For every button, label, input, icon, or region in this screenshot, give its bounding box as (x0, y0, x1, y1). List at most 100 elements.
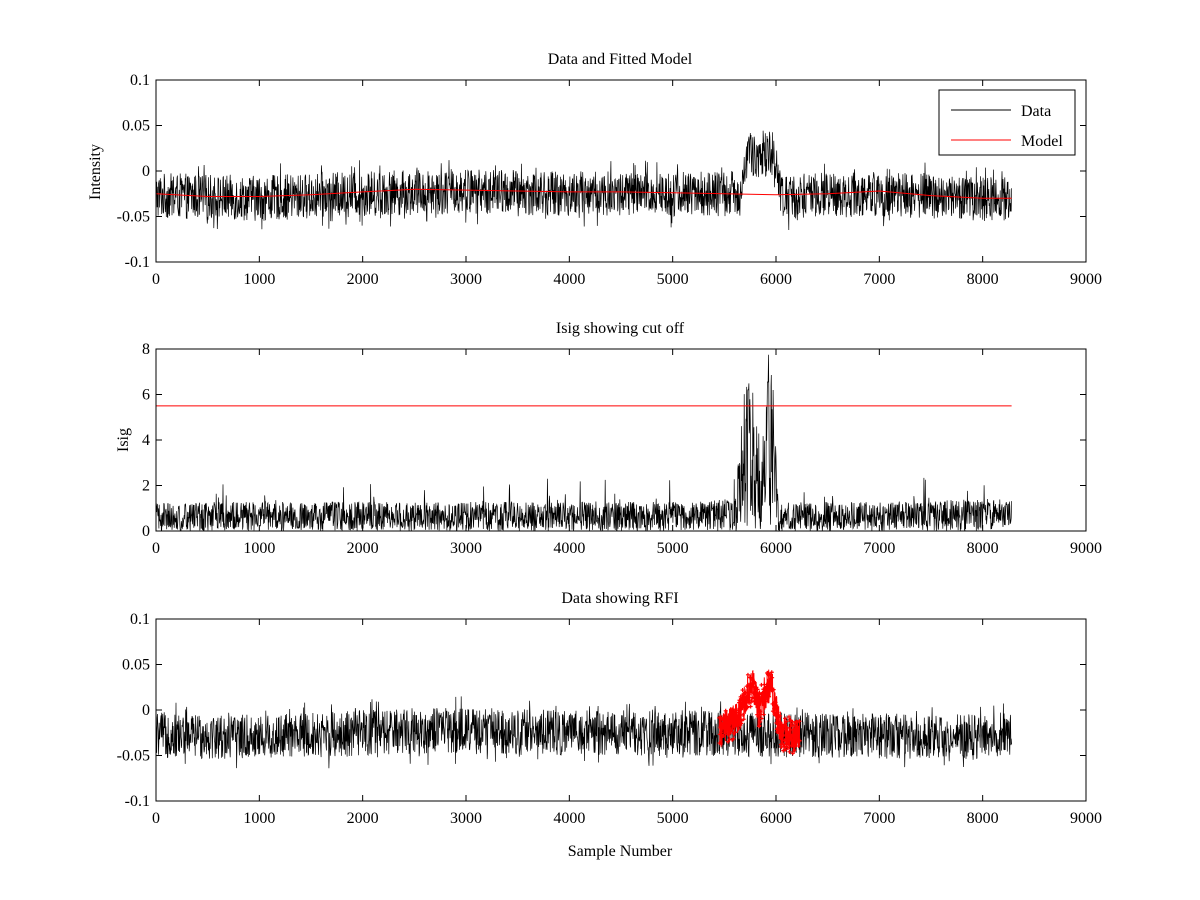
x-tick-label: 7000 (863, 540, 895, 557)
panel-2-plot: 0 1000 2000 3000 4000 5000 6000 7000 8000 9000 0 2 4… (142, 341, 1102, 557)
x-tick-label: 8000 (967, 271, 999, 288)
rfi-marker (731, 736, 736, 741)
y-tick-label: 0 (142, 702, 150, 719)
x-tick-label: 7000 (863, 271, 895, 288)
rfi-marker (728, 722, 733, 727)
x-tick-label: 2000 (347, 810, 379, 827)
rfi-marker (748, 704, 753, 709)
panel-3-xlabel: Sample Number (568, 843, 673, 860)
rfi-marker (747, 683, 752, 688)
y-tick-label: 4 (142, 432, 150, 449)
rfi-marker (783, 716, 788, 721)
rfi-marker (729, 718, 734, 723)
rfi-marker (777, 713, 782, 718)
rfi-marker (745, 672, 750, 677)
y-tick-label: -0.05 (117, 209, 150, 226)
x-tick-label: 2000 (347, 271, 379, 288)
y-tick-label: 6 (142, 387, 150, 404)
rfi-marker (749, 698, 754, 703)
rfi-marker (769, 670, 774, 675)
y-tick-label: -0.05 (117, 748, 150, 765)
x-tick-label: 6000 (760, 810, 792, 827)
x-tick-label: 5000 (657, 810, 689, 827)
rfi-marker (726, 730, 731, 735)
rfi-marker (790, 733, 795, 738)
x-tick-label: 4000 (553, 271, 585, 288)
rfi-marker (741, 717, 746, 722)
rfi-marker (758, 709, 763, 714)
rfi-marker (792, 727, 797, 732)
rfi-marker (736, 726, 741, 731)
rfi-marker (718, 725, 723, 730)
rfi-marker (776, 719, 781, 724)
panel-3-series-1 (155, 696, 1012, 769)
rfi-marker (784, 741, 789, 746)
panel-1-series-1 (155, 130, 1012, 231)
y-tick-label: 8 (142, 341, 150, 358)
rfi-marker (795, 735, 800, 740)
rfi-marker (758, 719, 763, 724)
x-tick-label: 8000 (967, 540, 999, 557)
rfi-marker (797, 719, 802, 724)
rfi-marker (721, 716, 726, 721)
panel-3-series-2 (717, 669, 802, 756)
rfi-marker (743, 690, 748, 695)
rfi-marker (792, 748, 797, 753)
rfi-marker (757, 691, 762, 696)
rfi-marker (761, 712, 766, 717)
rfi-marker (732, 730, 737, 735)
legend-entry-model: Model (1021, 133, 1063, 150)
panel-2-title: Isig showing cut off (556, 320, 685, 337)
rfi-marker (717, 732, 722, 737)
rfi-marker (750, 678, 755, 683)
rfi-marker (782, 738, 787, 743)
rfi-marker (717, 715, 722, 720)
y-tick-label: 0.05 (122, 657, 150, 674)
rfi-marker (754, 685, 759, 690)
rfi-marker (735, 719, 740, 724)
panel-2: Isig showing cut off Isig 0 1000 2000 3000 4… (115, 320, 1102, 557)
panel-2-ylabel: Isig (115, 428, 132, 452)
x-tick-label: 1000 (243, 810, 275, 827)
x-tick-label: 2000 (347, 540, 379, 557)
panel-3-plot: 0 1000 2000 3000 4000 5000 6000 7000 8000 9000 -0.… (117, 611, 1102, 827)
rfi-marker (782, 744, 787, 749)
panel-1-legend: Data Model (938, 89, 1076, 156)
rfi-marker (755, 712, 760, 717)
y-tick-label: 0.05 (122, 118, 150, 135)
rfi-marker (781, 748, 786, 753)
rfi-marker (795, 728, 800, 733)
y-tick-label: -0.1 (125, 793, 150, 810)
panel-3: Data showing RFI 0 1000 2000 3000 4000 5000 60… (117, 590, 1102, 860)
rfi-marker (755, 687, 760, 692)
rfi-marker (723, 708, 728, 713)
rfi-marker (790, 719, 795, 724)
x-tick-label: 5000 (657, 540, 689, 557)
x-tick-label: 9000 (1070, 271, 1102, 288)
legend-box (938, 89, 1076, 156)
rfi-marker (789, 723, 794, 728)
rfi-marker (762, 682, 767, 687)
panel-1-ylabel: Intensity (87, 144, 104, 200)
rfi-marker (759, 716, 764, 721)
rfi-marker (796, 744, 801, 749)
rfi-marker (734, 723, 739, 728)
rfi-marker (742, 698, 747, 703)
x-tick-label: 0 (152, 540, 160, 557)
x-tick-label: 0 (152, 810, 160, 827)
rfi-marker (757, 723, 762, 728)
rfi-marker (788, 727, 793, 732)
y-tick-label: -0.1 (125, 254, 150, 271)
rfi-marker (748, 675, 753, 680)
rfi-marker (740, 688, 745, 693)
rfi-marker (725, 726, 730, 731)
rfi-marker (752, 696, 757, 701)
rfi-marker (725, 739, 730, 744)
rfi-marker (751, 684, 756, 689)
panel-1: Data and Fitted Model Intensity 0 1000 200… (87, 51, 1102, 288)
rfi-marker (718, 741, 723, 746)
rfi-marker (763, 687, 768, 692)
rfi-marker (719, 730, 724, 735)
rfi-marker (745, 705, 750, 710)
